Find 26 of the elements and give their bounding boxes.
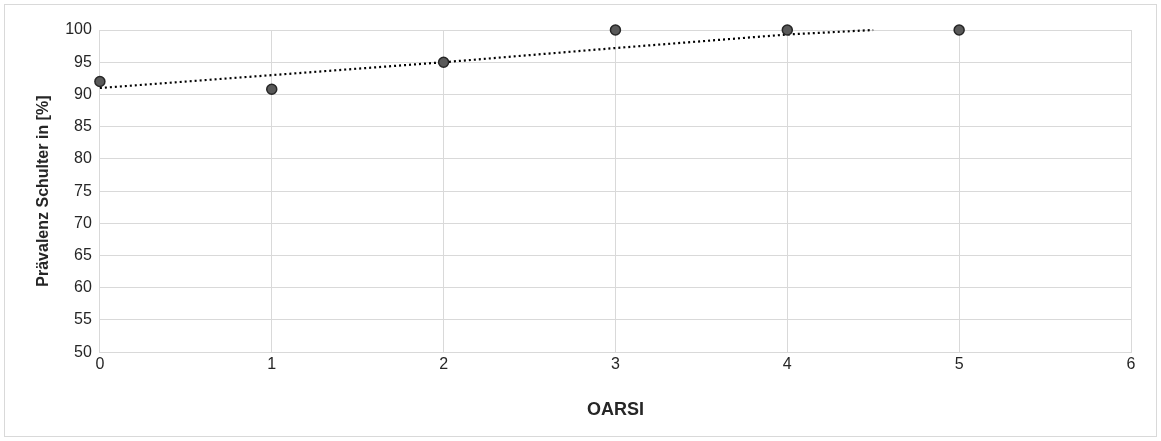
- x-axis-title: OARSI: [586, 399, 644, 420]
- x-tick-label: 2: [439, 355, 449, 373]
- y-tick-label: 55: [74, 310, 92, 328]
- x-tick-label: 4: [782, 355, 792, 373]
- x-tick-label: 6: [1126, 355, 1136, 373]
- y-tick-label: 75: [74, 181, 92, 199]
- y-axis-title: Prävalenz Schulter in [%]: [34, 95, 52, 287]
- y-tick-label: 50: [74, 342, 92, 360]
- y-tick-label: 85: [74, 117, 92, 135]
- point: [94, 75, 106, 88]
- y-tick-label: 95: [74, 52, 92, 70]
- y-tick-label: 70: [74, 213, 92, 231]
- y-tick-label: 65: [74, 245, 92, 263]
- point: [609, 24, 622, 36]
- point: [437, 56, 450, 68]
- y-tick-label: 60: [74, 278, 92, 296]
- y-tick-label: 90: [74, 84, 92, 102]
- point: [781, 24, 794, 36]
- x-tick-label: 1: [267, 355, 277, 373]
- point: [266, 83, 278, 96]
- y-tick-label: 80: [74, 149, 92, 167]
- x-tick-label: 5: [954, 355, 964, 373]
- x-tick-label: 0: [95, 355, 105, 373]
- y-tick-label: 100: [65, 20, 92, 38]
- point: [953, 24, 965, 36]
- x-tick-label: 3: [610, 355, 620, 373]
